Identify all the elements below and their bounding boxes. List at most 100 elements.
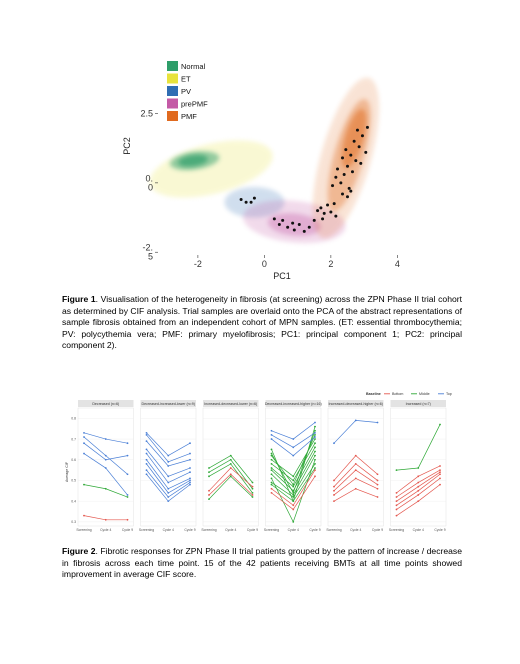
trial-sample-point [334,214,338,218]
cif-point [83,436,85,438]
legend: Normal ET PV prePMF PMF [167,61,208,121]
trial-sample-point [350,170,354,174]
cif-point [333,485,335,488]
cif-point [229,475,232,478]
cif-point [126,473,129,476]
trial-sample-point [349,153,353,157]
cif-point [314,454,316,457]
cif-point [376,473,379,476]
cif-point [270,458,273,461]
cif-point [292,438,295,440]
cif-point [314,442,316,445]
cif-point [126,442,129,445]
figure-2-label: Figure 2 [62,546,96,556]
y-tick-label: 0.8 [71,417,76,421]
legend-swatch-normal [167,61,178,71]
trial-sample-point [336,167,340,171]
trial-sample-point [307,225,311,229]
trial-sample-point [252,196,256,200]
cif-point [314,469,316,472]
cif-point [189,481,191,484]
figure-2-caption: Figure 2. Fibrotic responses for ZPN Pha… [62,546,462,581]
cif-point [439,469,441,472]
cif-point [104,518,107,521]
x-axis: -2 0 2 4 [194,255,400,269]
x-tick-label: Cycle 4 [413,528,424,532]
cif-point [208,475,210,478]
y-tick-label: 0.3 [71,520,76,524]
trial-sample-point [365,125,369,129]
cif-point [83,514,85,517]
trial-sample-point [321,217,325,221]
trial-sample-point [331,184,335,188]
cif-point [439,471,441,474]
cif-point [314,446,316,449]
cif-point [189,452,191,455]
cif-point [167,491,170,494]
cif-point [145,434,148,436]
cif-point [167,496,170,498]
cif-point [189,471,191,474]
facet-plot-area [327,407,384,527]
legend-label-middle: Middle [419,392,430,396]
cif-point [333,494,335,496]
trial-sample-point [359,161,363,165]
y-axis: 2.5 0. 0 -2. 5 [140,108,158,262]
legend-swatch-prepmf [167,98,178,109]
cif-point [126,518,129,521]
facet-panel: Decreased-increased-higher (n=16) Screeni… [264,400,322,532]
trial-sample-point [364,150,368,154]
x-tick-label: Cycle 4 [100,528,111,532]
cif-point [314,421,316,424]
cif-point [208,471,210,474]
facet-label: Increased (n=7) [406,402,431,406]
cif-point [104,467,107,469]
y-axis-label: Average CIF [65,461,69,482]
trial-sample-point [344,148,348,152]
cif-point [417,494,420,496]
density-region-normal [178,154,208,167]
figure-1-caption: Figure 1. Visualisation of the heterogen… [62,294,462,352]
cif-point [292,520,295,523]
cif-point [292,454,295,457]
cif-point [292,500,295,503]
cif-point [229,462,232,465]
trial-sample-point [349,189,353,193]
cif-point [104,487,107,490]
facet-label: Decreased-increased-lower (n=9) [142,402,195,406]
cif-point [167,500,170,503]
cif-point [167,454,170,457]
facet-strip [203,400,259,407]
cif-point [395,508,398,511]
cif-point [439,423,441,426]
x-tick-label: Cycle 9 [122,528,133,532]
trial-sample-point [277,222,281,226]
x-tick-label: 4 [395,259,400,269]
facet-label: Decreased-increased-higher (n=16) [265,402,322,406]
cif-point [292,504,295,507]
x-tick-label: 0 [262,259,267,269]
cif-point [189,477,191,480]
trial-sample-point [291,221,295,225]
cif-point [376,421,379,424]
cif-point [251,487,254,490]
cif-point [314,436,316,438]
x-tick-label: Cycle 9 [372,528,383,532]
cif-point [167,460,170,463]
cif-point [104,454,107,457]
trial-sample-point [347,186,351,190]
trial-sample-point [339,181,343,185]
legend-swatch-et [167,73,178,84]
cif-point [354,477,357,480]
x-tick-label: Cycle 9 [309,528,320,532]
cif-point [251,485,254,488]
cif-point [145,462,148,465]
trial-sample-point [345,164,349,168]
x-axis-label: PC1 [273,271,291,281]
cif-point [292,494,295,496]
cif-point [292,496,295,498]
trial-sample-point [357,145,361,149]
cif-point [167,481,170,484]
cif-point [292,489,295,492]
cif-point [167,465,170,467]
